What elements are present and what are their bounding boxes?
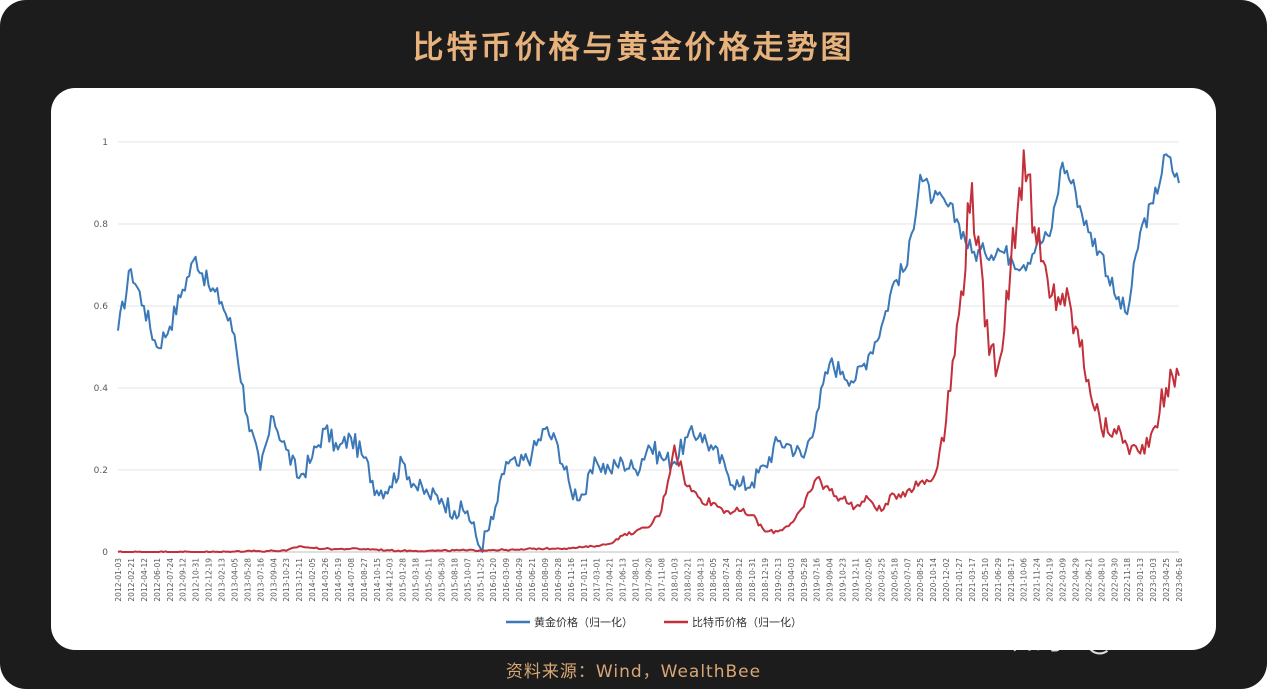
x-tick-label: 2023-03-03 — [1149, 558, 1158, 602]
x-tick-label: 2015-01-28 — [399, 558, 408, 602]
x-tick-label: 2012-12-19 — [205, 558, 214, 602]
x-tick-label: 2012-02-21 — [127, 558, 136, 602]
x-tick-label: 2012-01-03 — [114, 558, 123, 602]
x-tick-label: 2012-06-01 — [153, 558, 162, 602]
x-tick-label: 2020-10-14 — [929, 558, 938, 602]
x-tick-label: 2014-03-26 — [321, 558, 330, 602]
x-tick-label: 2022-01-19 — [1046, 558, 1055, 602]
x-tick-label: 2013-12-11 — [295, 558, 304, 602]
x-tick-label: 2018-06-05 — [709, 558, 718, 602]
x-tick-label: 2018-07-24 — [722, 558, 731, 602]
x-tick-label: 2021-08-17 — [1007, 558, 1016, 602]
x-tick-label: 2013-05-28 — [243, 558, 252, 602]
line-chart: 0 0.2 0.4 0.6 0.8 1 2012-01-03 2012-02-21 2012-0… — [94, 138, 1184, 629]
y-tick-label: 0.2 — [94, 466, 108, 476]
x-tick-label: 2017-01-11 — [580, 558, 589, 602]
x-tick-label: 2013-07-16 — [256, 558, 265, 602]
x-tick-label: 2020-12-02 — [942, 558, 951, 602]
x-tick-label: 2020-03-25 — [877, 558, 886, 602]
x-tick-label: 2023-06-16 — [1175, 558, 1184, 602]
x-tick-label: 2021-03-17 — [968, 558, 977, 602]
x-tick-label: 2016-08-09 — [541, 558, 550, 602]
x-tick-label: 2013-04-05 — [230, 558, 239, 602]
x-tick-label: 2018-09-12 — [735, 558, 744, 602]
y-tick-label: 0.8 — [94, 220, 109, 230]
x-tick-label: 2019-10-23 — [839, 558, 848, 602]
x-tick-label: 2018-10-31 — [748, 558, 757, 602]
x-tick-label: 2014-10-15 — [373, 558, 382, 602]
x-tick-label: 2023-04-25 — [1162, 558, 1171, 602]
x-tick-label: 2019-09-04 — [826, 558, 835, 602]
x-tick-label: 2016-06-21 — [528, 558, 537, 602]
x-tick-label: 2015-08-18 — [450, 558, 459, 602]
x-tick-label: 2019-07-16 — [813, 558, 822, 602]
x-tick-label: 2022-08-10 — [1097, 558, 1106, 602]
watermark-text: 知乎 @R3PO — [1012, 622, 1202, 657]
x-tick-label: 2014-12-03 — [386, 558, 395, 602]
x-tick-label: 2012-09-12 — [179, 558, 188, 602]
x-tick-label: 2021-06-29 — [994, 558, 1003, 602]
x-tick-label: 2018-01-03 — [670, 558, 679, 602]
x-tick-label: 2015-05-11 — [425, 558, 434, 602]
x-tick-label: 2017-08-01 — [632, 558, 641, 602]
x-tick-label: 2019-05-28 — [800, 558, 809, 602]
x-tick-label: 2020-05-18 — [890, 558, 899, 602]
source-note: 资料来源：Wind，WealthBee — [505, 662, 762, 682]
x-tick-label: 2017-09-20 — [645, 558, 654, 602]
x-tick-label: 2015-03-18 — [412, 558, 421, 602]
x-tick-label: 2019-02-13 — [774, 558, 783, 602]
x-tick-label: 2017-06-13 — [619, 558, 628, 602]
x-tick-label: 2015-11-25 — [476, 558, 485, 602]
x-tick-label: 2020-02-05 — [864, 558, 873, 602]
x-tick-label: 2017-03-01 — [593, 558, 602, 602]
x-tick-label: 2013-09-04 — [269, 558, 278, 602]
x-tick-label: 2016-03-09 — [502, 558, 511, 602]
series-line-bitcoin — [117, 149, 1180, 553]
x-tick-label: 2017-04-21 — [606, 558, 615, 602]
x-tick-label: 2018-02-21 — [683, 558, 692, 602]
x-tick-label: 2014-02-05 — [308, 558, 317, 602]
x-tick-label: 2016-01-20 — [489, 558, 498, 602]
x-tick-label: 2023-01-13 — [1136, 558, 1145, 602]
legend-label-gold: 黄金价格（归一化） — [534, 615, 633, 629]
x-tick-label: 2019-04-03 — [787, 558, 796, 602]
x-tick-label: 2017-11-08 — [657, 558, 666, 602]
x-tick-label: 2016-04-29 — [515, 558, 524, 602]
x-tick-label: 2013-10-23 — [282, 558, 291, 602]
x-tick-label: 2020-08-25 — [916, 558, 925, 602]
x-tick-label: 2018-12-19 — [761, 558, 770, 602]
x-tick-label: 2015-10-07 — [463, 558, 472, 602]
x-tick-label: 2014-07-08 — [347, 558, 356, 602]
x-tick-label: 2022-11-18 — [1123, 558, 1132, 602]
x-tick-label: 2021-05-10 — [981, 558, 990, 602]
y-tick-label: 0.4 — [94, 384, 109, 394]
x-tick-label: 2014-08-27 — [360, 558, 369, 602]
legend-label-bitcoin: 比特币价格（归一化） — [692, 615, 802, 629]
x-tick-label: 2021-10-06 — [1020, 558, 1029, 602]
x-tick-label: 2013-02-13 — [218, 558, 227, 602]
x-tick-label: 2012-10-31 — [192, 558, 201, 602]
x-tick-label: 2016-09-28 — [554, 558, 563, 602]
x-tick-label: 2019-12-11 — [852, 558, 861, 602]
x-tick-label: 2022-09-30 — [1110, 558, 1119, 602]
x-tick-label: 2016-11-16 — [567, 558, 576, 602]
x-tick-label: 2022-03-09 — [1059, 558, 1068, 602]
y-tick-label: 0 — [102, 548, 108, 558]
x-tick-label: 2022-04-29 — [1071, 558, 1080, 602]
x-tick-label: 2018-04-13 — [696, 558, 705, 602]
series-line-gold — [117, 153, 1180, 553]
y-tick-label: 1 — [102, 138, 108, 148]
x-tick-label: 2020-07-07 — [903, 558, 912, 602]
x-tick-label: 2021-01-27 — [955, 558, 964, 602]
chart-title: 比特币价格与黄金价格走势图 — [412, 30, 855, 66]
x-tick-label: 2014-05-19 — [334, 558, 343, 602]
chart-panel: 0 0.2 0.4 0.6 0.8 1 2012-01-03 2012-02-21 2012-0… — [51, 88, 1216, 650]
x-tick-label: 2015-06-30 — [437, 558, 446, 602]
y-tick-label: 0.6 — [94, 302, 109, 312]
x-tick-label: 2012-07-24 — [166, 558, 175, 602]
x-tick-label: 2021-11-24 — [1033, 558, 1042, 602]
x-tick-label: 2012-04-12 — [140, 558, 149, 602]
x-tick-label: 2022-06-21 — [1084, 558, 1093, 602]
